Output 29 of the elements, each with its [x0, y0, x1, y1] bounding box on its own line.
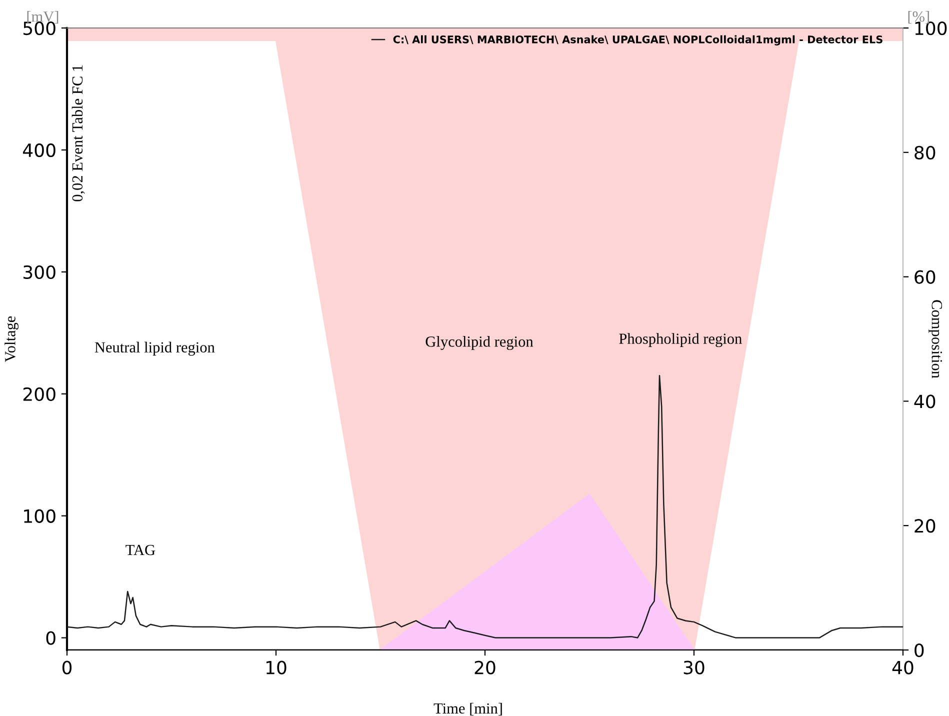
annotation: Glycolipid region	[426, 336, 534, 350]
text: [%]	[908, 10, 929, 24]
y2-tick-label: 20	[914, 519, 936, 533]
annotation: TAG	[126, 544, 156, 556]
x-tick-label: 40	[892, 660, 914, 674]
y2-tick-label: 0	[914, 643, 924, 658]
line-series	[67, 374, 903, 638]
y-tick-label: 0	[46, 631, 56, 645]
y-tick-label: 300	[23, 265, 56, 280]
y-axis-title: Voltage	[4, 316, 19, 362]
x-tick-label: 10	[266, 660, 286, 674]
x-tick-label: 0	[62, 660, 72, 674]
y-tick-label: 500	[24, 21, 56, 36]
x-tick-label: 20	[474, 660, 496, 674]
y2-tick-label: 40	[914, 394, 936, 408]
annotation: Neutral lipid region	[94, 342, 215, 356]
x-axis-title: Time [min]	[434, 702, 502, 716]
y-tick-label: 200	[23, 387, 56, 401]
y-tick-label: 100	[24, 509, 56, 523]
y2-tick-label: 60	[914, 270, 936, 284]
y2-tick-label: 100	[915, 21, 947, 36]
annotation: 0,02 Event Table FC 1	[72, 65, 85, 202]
y2-tick-label: 80	[914, 146, 936, 160]
legend-label: C:\ All USERS\ MARBIOTECH\ Asnake\ UPALGAE\ NOPLColloidal1mgml - Detector ELS	[393, 35, 882, 46]
text: [mV]	[27, 10, 58, 24]
y2-axis-title: Composition	[928, 300, 942, 378]
annotation: Phospholipid region	[619, 333, 742, 348]
x-tick-label: 30	[684, 660, 704, 674]
y-tick-label: 400	[23, 143, 56, 158]
